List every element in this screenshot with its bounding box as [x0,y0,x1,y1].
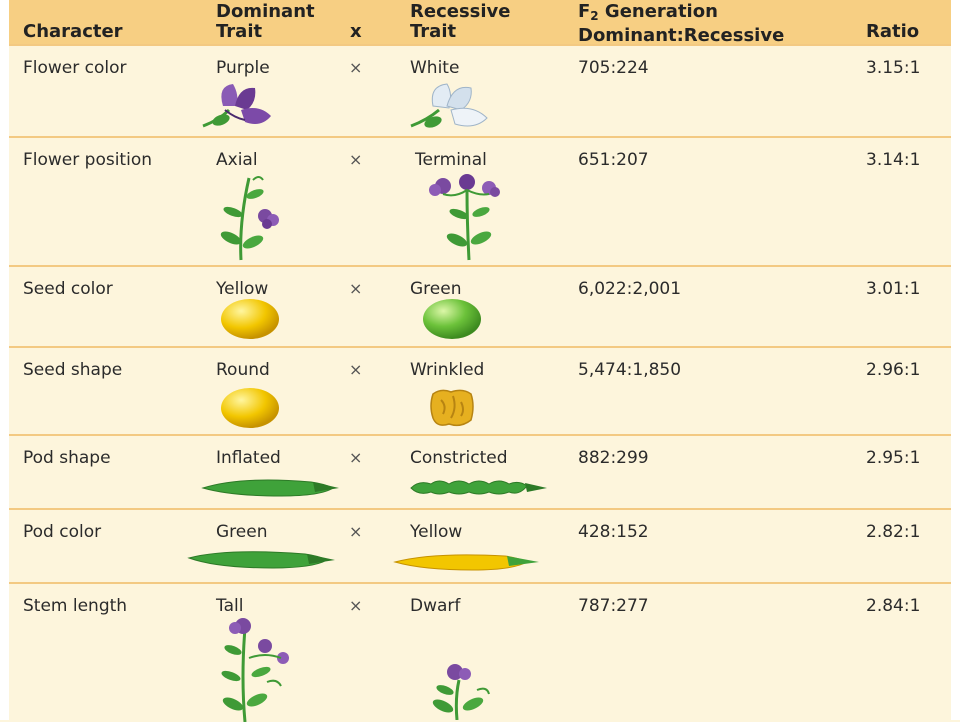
header-recessive-trait: Recessive Trait [410,1,511,42]
yellow-seed-icon [221,299,279,339]
dominant-trait-label: Round [216,360,270,380]
purple-flower-icon [202,84,271,128]
ratio-value: 2.82:1 [866,522,921,542]
ratio-value: 2.84:1 [866,596,921,616]
character-label: Pod shape [23,448,111,468]
constricted-pod-icon [410,480,547,495]
f2-count: 882:299 [578,448,649,468]
right-margin [951,0,960,720]
table-row: Pod shape Inflated × Constricted 882:299… [9,434,951,510]
f2-count: 428:152 [578,522,649,542]
character-label: Seed shape [23,360,123,380]
mendel-traits-table: Character Dominant Trait x Recessive Tra… [9,0,951,722]
character-label: Stem length [23,596,128,616]
green-seed-icon [423,299,481,339]
header-cross: x [350,21,362,42]
recessive-trait-label: Dwarf [410,596,461,616]
yellow-pod-icon [393,554,539,571]
table-row: Stem length Tall × Dwarf 787:277 2.84:1 [9,582,951,722]
dominant-trait-label: Yellow [216,279,269,299]
ratio-value: 2.96:1 [866,360,921,380]
cross-symbol: × [349,58,363,77]
tall-plant-icon [221,618,289,722]
dominant-trait-label: Axial [216,150,258,170]
table-row: Flower position Axial × Terminal 651:207… [9,136,951,267]
table-row: Seed color Yellow × Green 6,022:2,001 3.… [9,265,951,348]
left-margin [0,0,9,720]
ratio-value: 3.01:1 [866,279,921,299]
character-label: Pod color [23,522,102,542]
character-label: Seed color [23,279,113,299]
cross-symbol: × [349,150,363,169]
table-row: Pod color Green × Yellow 428:152 2.82:1 [9,508,951,584]
ratio-value: 3.15:1 [866,58,921,78]
table-header: Character Dominant Trait x Recessive Tra… [9,0,951,46]
table-row: Flower color Purple × White 705:224 3.15… [9,44,951,138]
white-flower-icon [410,83,488,128]
f2-count: 6,022:2,001 [578,279,682,299]
round-seed-icon [221,388,279,428]
axial-flower-plant-icon [220,176,279,261]
cross-symbol: × [349,596,363,615]
dominant-trait-label: Purple [216,58,270,78]
dwarf-plant-icon [432,664,490,720]
dominant-trait-label: Tall [216,596,244,616]
f2-count: 5,474:1,850 [578,360,682,380]
cross-symbol: × [349,279,363,298]
ratio-value: 3.14:1 [866,150,921,170]
cross-symbol: × [349,522,363,541]
header-character: Character [23,21,123,42]
f2-count: 651:207 [578,150,649,170]
table-row: Seed shape Round × Wrinkled 5,474:1,850 … [9,346,951,436]
f2-count: 787:277 [578,596,649,616]
green-pod-icon [187,551,335,569]
header-ratio: Ratio [866,21,920,42]
character-label: Flower color [23,58,127,78]
recessive-trait-label: White [410,58,460,78]
ratio-value: 2.95:1 [866,448,921,468]
dominant-trait-label: Green [216,522,268,542]
character-label: Flower position [23,150,152,170]
recessive-trait-label: Terminal [415,150,487,170]
dominant-trait-label: Inflated [216,448,281,468]
recessive-trait-label: Wrinkled [410,360,485,380]
inflated-pod-icon [201,479,339,497]
wrinkled-seed-icon [430,389,474,427]
terminal-flower-plant-icon [429,174,500,261]
recessive-trait-label: Constricted [410,448,508,468]
header-f2-generation: F2 Generation Dominant:Recessive [578,1,785,46]
recessive-trait-label: Green [410,279,462,299]
recessive-trait-label: Yellow [410,522,463,542]
f2-count: 705:224 [578,58,649,78]
header-dominant-trait: Dominant Trait [216,1,315,42]
cross-symbol: × [349,448,363,467]
cross-symbol: × [349,360,363,379]
